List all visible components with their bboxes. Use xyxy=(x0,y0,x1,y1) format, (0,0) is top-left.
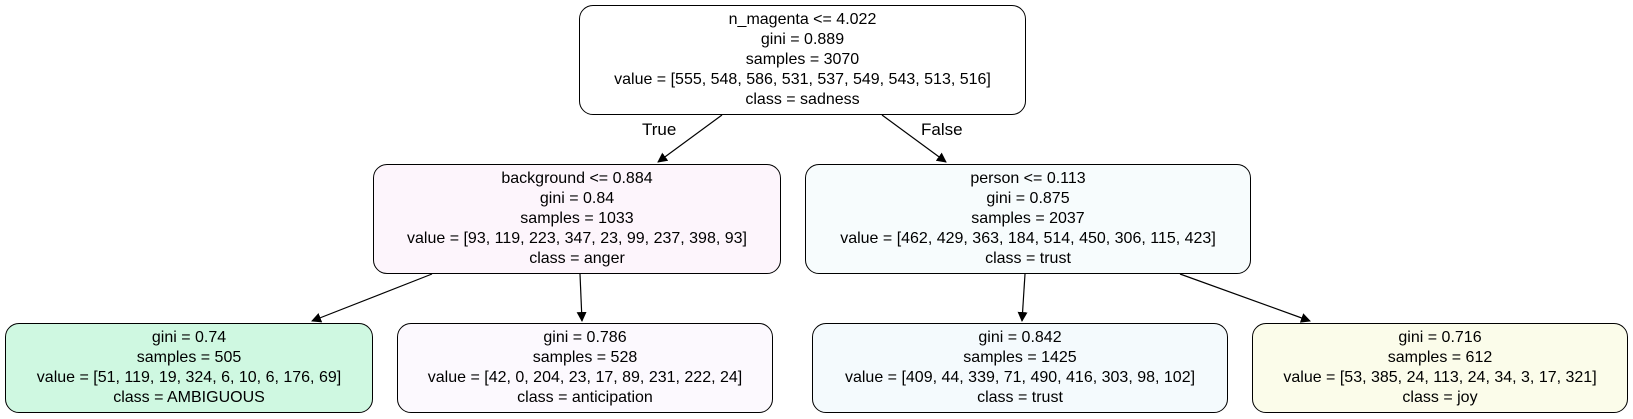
tree-node-left: background <= 0.884 gini = 0.84 samples … xyxy=(373,164,781,274)
node-class: class = joy xyxy=(1402,389,1478,406)
edge-root-right xyxy=(881,114,947,163)
node-class: class = anger xyxy=(529,250,625,267)
node-class: class = AMBIGUOUS xyxy=(113,389,265,406)
tree-leaf-right-left: gini = 0.842 samples = 1425 value = [409… xyxy=(812,323,1228,413)
node-value: value = [93, 119, 223, 347, 23, 99, 237,… xyxy=(407,230,747,247)
node-value: value = [462, 429, 363, 184, 514, 450, 3… xyxy=(840,230,1216,247)
node-samples: samples = 1033 xyxy=(520,210,634,227)
node-class: class = anticipation xyxy=(517,389,653,406)
edge-root-left xyxy=(657,114,723,163)
node-split-condition: person <= 0.113 xyxy=(970,170,1086,187)
node-class: class = trust xyxy=(977,389,1063,406)
edge-left-leaflr xyxy=(576,273,587,322)
node-gini: gini = 0.84 xyxy=(539,190,615,207)
edge-right-leafrr xyxy=(1179,273,1311,323)
tree-leaf-left-right: gini = 0.786 samples = 528 value = [42, … xyxy=(397,323,773,413)
tree-node-root: n_magenta <= 4.022 gini = 0.889 samples … xyxy=(579,5,1026,115)
node-gini: gini = 0.74 xyxy=(151,329,227,346)
node-gini: gini = 0.842 xyxy=(978,329,1062,346)
node-samples: samples = 528 xyxy=(532,349,638,366)
node-value: value = [555, 548, 586, 531, 537, 549, 5… xyxy=(614,71,991,88)
node-gini: gini = 0.786 xyxy=(543,329,627,346)
node-value: value = [51, 119, 19, 324, 6, 10, 6, 176… xyxy=(36,369,342,386)
node-value: value = [53, 385, 24, 113, 24, 34, 3, 17… xyxy=(1283,369,1597,386)
tree-node-right: person <= 0.113 gini = 0.875 samples = 2… xyxy=(805,164,1251,274)
node-samples: samples = 612 xyxy=(1387,349,1493,366)
tree-leaf-right-right: gini = 0.716 samples = 612 value = [53, … xyxy=(1252,323,1628,413)
node-value: value = [409, 44, 339, 71, 490, 416, 303… xyxy=(844,369,1196,386)
node-samples: samples = 3070 xyxy=(745,51,860,68)
node-gini: gini = 0.875 xyxy=(986,190,1070,207)
edge-label-false: False xyxy=(921,120,963,139)
node-gini: gini = 0.889 xyxy=(760,31,845,48)
node-split-condition: background <= 0.884 xyxy=(501,170,653,187)
node-gini: gini = 0.716 xyxy=(1398,329,1482,346)
node-samples: samples = 2037 xyxy=(971,210,1085,227)
edge-label-true: True xyxy=(642,120,677,139)
edge-left-leafll xyxy=(311,273,433,323)
node-split-condition: n_magenta <= 4.022 xyxy=(728,11,877,28)
edge-right-leafrl xyxy=(1017,273,1028,322)
node-samples: samples = 505 xyxy=(136,349,242,366)
node-samples: samples = 1425 xyxy=(963,349,1077,366)
node-class: class = sadness xyxy=(745,91,860,108)
node-value: value = [42, 0, 204, 23, 17, 89, 231, 22… xyxy=(427,369,743,386)
node-class: class = trust xyxy=(985,250,1071,267)
tree-leaf-left-left: gini = 0.74 samples = 505 value = [51, 1… xyxy=(5,323,373,413)
